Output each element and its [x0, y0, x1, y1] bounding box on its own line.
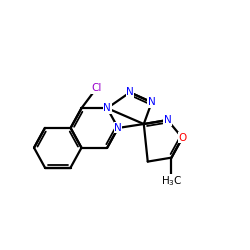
Text: H$_3$C: H$_3$C [161, 174, 182, 188]
Text: N: N [114, 123, 122, 133]
Text: N: N [164, 115, 172, 125]
Text: Cl: Cl [91, 84, 102, 94]
Text: N: N [103, 103, 111, 113]
Text: N: N [126, 87, 134, 97]
Text: N: N [148, 97, 156, 107]
Text: O: O [178, 133, 186, 143]
